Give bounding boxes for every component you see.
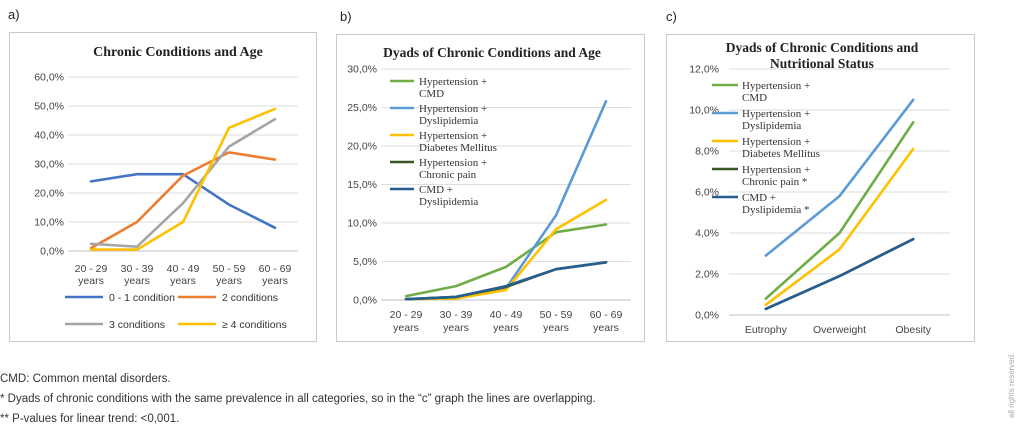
panel-c-letter: c) bbox=[666, 9, 677, 24]
chart-c-title: Nutritional Status bbox=[770, 56, 874, 71]
chart-b-series-line-1 bbox=[404, 223, 608, 298]
chart-b-y-tick: 25,0% bbox=[347, 102, 377, 114]
chart-b-y-tick: 0,0% bbox=[353, 295, 377, 307]
chart-b-legend-label: CMD + bbox=[419, 184, 453, 196]
chart-c-series-line-1 bbox=[764, 121, 915, 300]
chart-a-y-tick: 10,0% bbox=[34, 217, 64, 229]
chart-b-legend-label: CMD bbox=[419, 88, 444, 100]
chart-b-legend-label: Dyslipidemia bbox=[419, 196, 478, 208]
chart-a-svg: Chronic Conditions and Age 0,0% 10,0% 20,0%… bbox=[34, 45, 298, 331]
chart-c-y-tick: 8,0% bbox=[695, 146, 719, 158]
chart-a-y-tick: 0,0% bbox=[40, 246, 64, 258]
chart-a-x-tick: 30 - 39 bbox=[121, 263, 154, 275]
chart-b-legend-label: Hypertension + bbox=[419, 76, 487, 88]
chart-b-legend-label: Chronic pain bbox=[419, 169, 477, 181]
chart-b: Dyads of Chronic Conditions and Age 0,0% 5… bbox=[336, 34, 645, 342]
chart-a-y-tick: 30,0% bbox=[34, 159, 64, 171]
chart-c-y-tick: 10,0% bbox=[689, 105, 719, 117]
chart-a-title: Chronic Conditions and Age bbox=[93, 45, 263, 60]
chart-a-x-tick: 50 - 59 bbox=[213, 263, 246, 275]
chart-a: Chronic Conditions and Age 0,0% 10,0% 20,0%… bbox=[9, 32, 317, 342]
chart-a-x-tick: 20 - 29 bbox=[75, 263, 108, 275]
chart-c-legend-label: Chronic pain * bbox=[742, 176, 807, 188]
panel-a-letter: a) bbox=[8, 7, 20, 22]
chart-b-x-tick: 40 - 49 bbox=[490, 309, 523, 321]
chart-c-legend-label: CMD + bbox=[742, 192, 776, 204]
chart-b-y-tick: 10,0% bbox=[347, 218, 377, 230]
chart-b-title: Dyads of Chronic Conditions and Age bbox=[383, 45, 601, 60]
chart-b-legend-label: Diabetes Mellitus bbox=[419, 142, 497, 154]
chart-c-y-tick: 0,0% bbox=[695, 310, 719, 322]
chart-c-y-tick: 2,0% bbox=[695, 269, 719, 281]
chart-a-x-tick: years bbox=[216, 275, 242, 287]
chart-b-svg: Dyads of Chronic Conditions and Age 0,0% 5… bbox=[347, 45, 631, 334]
copyright-note: all rights reserved. bbox=[1007, 352, 1016, 418]
chart-b-x-tick: years bbox=[443, 322, 469, 334]
chart-a-y-tick: 60,0% bbox=[34, 72, 64, 84]
chart-c-y-tick: 12,0% bbox=[689, 64, 719, 76]
footnote-cmd: CMD: Common mental disorders. bbox=[0, 373, 171, 385]
chart-b-y-tick: 5,0% bbox=[353, 256, 377, 268]
chart-c-title: Dyads of Chronic Conditions and bbox=[726, 40, 919, 55]
chart-a-series-line-3 bbox=[89, 117, 277, 248]
chart-a-legend-label: 0 - 1 condition bbox=[109, 292, 175, 304]
chart-c-x-tick: Eutrophy bbox=[745, 324, 788, 336]
chart-c-x-tick: Obesity bbox=[895, 324, 931, 336]
chart-c-series-line-5 bbox=[764, 237, 915, 311]
chart-c-legend-label: Diabetes Mellitus bbox=[742, 148, 820, 160]
chart-b-y-tick: 30,0% bbox=[347, 64, 377, 76]
footnotes: CMD: Common mental disorders. * Dyads of… bbox=[0, 369, 596, 429]
chart-a-x-tick: years bbox=[170, 275, 196, 287]
chart-b-series-line-3 bbox=[404, 198, 608, 301]
chart-b-x-tick: years bbox=[393, 322, 419, 334]
chart-c-y-tick: 4,0% bbox=[695, 228, 719, 240]
chart-a-series-line-2 bbox=[89, 151, 277, 250]
panel-b-letter: b) bbox=[340, 9, 352, 24]
chart-b-legend-label: Hypertension + bbox=[419, 130, 487, 142]
chart-b-x-tick: years bbox=[493, 322, 519, 334]
chart-c: Dyads of Chronic Conditions and Nutrition… bbox=[666, 34, 975, 342]
chart-b-y-tick: 20,0% bbox=[347, 141, 377, 153]
chart-a-series-line-4 bbox=[89, 107, 277, 251]
footnote-pvalue: ** P-values for linear trend: <0,001. bbox=[0, 413, 180, 425]
chart-a-y-tick: 50,0% bbox=[34, 101, 64, 113]
chart-a-x-tick: years bbox=[262, 275, 288, 287]
chart-a-y-tick: 40,0% bbox=[34, 130, 64, 142]
chart-b-legend-label: Dyslipidemia bbox=[419, 115, 478, 127]
chart-b-x-tick: 20 - 29 bbox=[390, 309, 423, 321]
chart-b-legend-label: Hypertension + bbox=[419, 103, 487, 115]
chart-b-y-tick: 15,0% bbox=[347, 179, 377, 191]
chart-c-legend-label: Dyslipidemia * bbox=[742, 204, 810, 216]
chart-b-x-tick: 60 - 69 bbox=[590, 309, 623, 321]
chart-c-legend-label: CMD bbox=[742, 92, 767, 104]
chart-a-legend-label: ≥ 4 conditions bbox=[222, 319, 287, 331]
chart-a-legend-label: 3 conditions bbox=[109, 319, 165, 331]
chart-c-x-tick: Overweight bbox=[813, 324, 866, 336]
chart-c-y-tick: 6,0% bbox=[695, 187, 719, 199]
footnote-overlap: * Dyads of chronic conditions with the s… bbox=[0, 393, 596, 405]
chart-b-x-tick: years bbox=[543, 322, 569, 334]
chart-c-legend-label: Dyslipidemia bbox=[742, 120, 801, 132]
chart-b-x-tick: 30 - 39 bbox=[440, 309, 473, 321]
chart-a-x-tick: 40 - 49 bbox=[167, 263, 200, 275]
chart-b-x-tick: 50 - 59 bbox=[540, 309, 573, 321]
chart-c-legend-label: Hypertension + bbox=[742, 108, 810, 120]
chart-a-x-tick: 60 - 69 bbox=[259, 263, 292, 275]
chart-a-legend-label: 2 conditions bbox=[222, 292, 278, 304]
chart-c-svg: Dyads of Chronic Conditions andNutrition… bbox=[689, 40, 950, 336]
chart-a-y-tick: 20,0% bbox=[34, 188, 64, 200]
chart-b-x-tick: years bbox=[593, 322, 619, 334]
chart-b-legend-label: Hypertension + bbox=[419, 157, 487, 169]
chart-c-series-line-2 bbox=[764, 98, 915, 257]
chart-a-x-tick: years bbox=[78, 275, 104, 287]
chart-a-x-tick: years bbox=[124, 275, 150, 287]
chart-c-legend-label: Hypertension + bbox=[742, 136, 810, 148]
chart-c-series-line-3 bbox=[764, 147, 915, 307]
chart-c-legend-label: Hypertension + bbox=[742, 80, 810, 92]
chart-b-series-line-5 bbox=[404, 261, 608, 301]
chart-c-legend-label: Hypertension + bbox=[742, 164, 810, 176]
